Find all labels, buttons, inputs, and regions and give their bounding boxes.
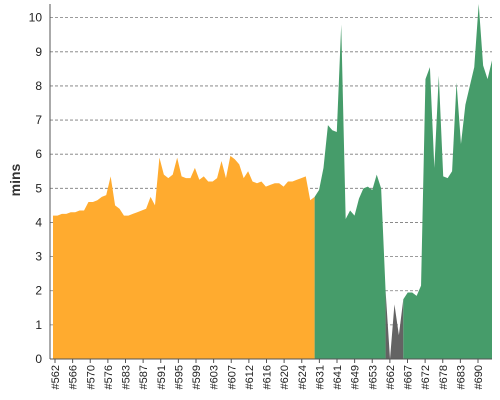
x-tick-label: #576: [103, 365, 115, 389]
y-tick-label: 4: [35, 215, 42, 229]
y-tick-label: 2: [35, 284, 42, 298]
x-tick-label: #612: [244, 365, 256, 389]
series-area-1: [53, 155, 315, 359]
y-tick-label: 8: [35, 79, 42, 93]
y-tick-label: 10: [29, 11, 43, 25]
series-areas: [53, 4, 492, 359]
x-tick-label: #683: [455, 365, 467, 389]
x-tick-label: #607: [226, 365, 238, 389]
x-tick-label: #662: [385, 365, 397, 389]
x-tick-label: #624: [297, 365, 309, 389]
x-tick-label: #690: [473, 365, 485, 389]
x-tick-label: #566: [68, 365, 80, 389]
y-tick-label: 6: [35, 147, 42, 161]
x-tick-label: #595: [173, 365, 185, 389]
x-tick-label: #649: [350, 365, 362, 389]
x-tick-label: #641: [332, 365, 344, 389]
y-axis: 0 1 2 3 4 5 6 7 8 9 10: [29, 4, 51, 366]
x-tick-label: #616: [262, 365, 274, 389]
x-tick-label: #620: [279, 365, 291, 389]
x-tick-label: #672: [420, 365, 432, 389]
y-tick-label: 5: [35, 181, 42, 195]
x-axis: #562 #566 #570 #576 #583 #587 #591 #595 #599 #603…: [50, 358, 492, 389]
x-tick-label: #631: [314, 365, 326, 389]
y-tick-label: 1: [35, 318, 42, 332]
y-tick-label: 3: [35, 250, 42, 264]
x-tick-label: #562: [50, 365, 62, 389]
x-tick-label: #678: [438, 365, 450, 389]
series-area-3: [385, 290, 404, 359]
x-tick-label: #667: [403, 365, 415, 389]
x-tick-label: #603: [209, 365, 221, 389]
y-tick-label: 9: [35, 45, 42, 59]
x-tick-label: #591: [156, 365, 168, 389]
y-tick-label: 7: [35, 113, 42, 127]
x-tick-label: #570: [85, 365, 97, 389]
x-tick-label: #599: [191, 365, 203, 389]
x-tick-label: #653: [367, 365, 379, 389]
series-area-2: [314, 24, 386, 359]
x-tick-label: #587: [138, 365, 150, 389]
series-area-4: [403, 4, 492, 359]
x-tick-label: #583: [121, 365, 133, 389]
y-axis-label: mins: [7, 163, 23, 196]
y-tick-label: 0: [35, 352, 42, 366]
